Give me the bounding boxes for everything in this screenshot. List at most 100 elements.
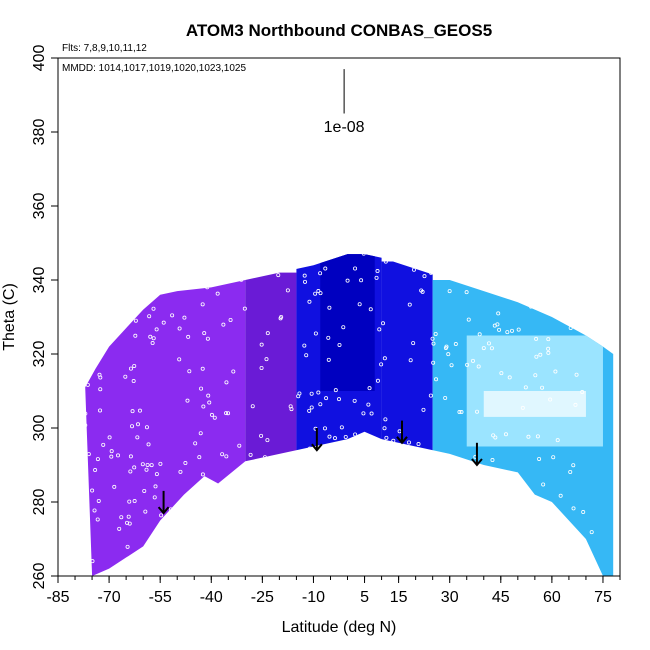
- sample-point: [130, 424, 135, 429]
- sample-point: [507, 509, 512, 514]
- heatmap-field: [85, 254, 614, 576]
- sample-point: [231, 369, 236, 374]
- sample-point: [98, 387, 103, 392]
- sample-point: [405, 448, 410, 453]
- sample-point: [443, 345, 448, 350]
- sample-point: [408, 358, 413, 363]
- sample-point: [193, 441, 198, 446]
- sample-point: [219, 262, 224, 267]
- sample-point: [148, 334, 153, 339]
- sample-point: [96, 498, 101, 503]
- x-tick-label: 60: [543, 589, 561, 606]
- sample-point: [576, 312, 581, 317]
- sample-point: [537, 456, 542, 461]
- sample-point: [256, 533, 261, 538]
- sample-point: [381, 321, 386, 326]
- sample-point: [228, 318, 233, 323]
- sample-point: [462, 524, 467, 529]
- sample-point: [220, 452, 225, 457]
- sample-point: [433, 332, 438, 337]
- sample-point: [85, 255, 90, 260]
- sample-point: [486, 341, 491, 346]
- sample-point: [222, 260, 227, 265]
- sample-point: [357, 302, 362, 307]
- sample-point: [209, 412, 214, 417]
- sample-point: [307, 299, 312, 304]
- sample-point: [265, 331, 270, 336]
- sample-point: [309, 405, 314, 410]
- sample-point: [577, 282, 582, 287]
- sample-point: [327, 305, 332, 310]
- sample-point: [546, 346, 551, 351]
- sample-point: [558, 493, 563, 498]
- sample-point: [453, 464, 458, 469]
- sample-point: [135, 435, 140, 440]
- sample-point: [348, 490, 353, 495]
- sample-point: [505, 330, 510, 335]
- sample-point: [377, 327, 382, 332]
- sample-point: [144, 297, 149, 302]
- sample-point: [226, 411, 231, 416]
- sample-point: [302, 343, 307, 348]
- y-tick-label: 400: [31, 45, 48, 72]
- sample-point: [347, 507, 352, 512]
- sample-point: [200, 472, 205, 477]
- sample-point: [323, 266, 328, 271]
- sample-point: [248, 452, 253, 457]
- sample-point: [183, 461, 188, 466]
- sample-point: [385, 565, 390, 570]
- sample-point: [203, 488, 208, 493]
- sample-point: [370, 472, 375, 477]
- sample-point: [383, 259, 388, 264]
- sample-point: [484, 477, 489, 482]
- sample-point: [503, 432, 508, 437]
- sample-point: [234, 249, 237, 252]
- sample-point: [132, 499, 137, 504]
- x-tick-label: -85: [46, 589, 69, 606]
- sample-point: [317, 258, 322, 263]
- sample-point: [401, 485, 406, 490]
- sample-point: [128, 254, 133, 256]
- sample-point: [91, 316, 96, 321]
- sample-point: [179, 260, 184, 265]
- sample-point: [443, 561, 448, 566]
- sample-point: [226, 551, 231, 556]
- x-tick-label: -40: [200, 589, 223, 606]
- plot-frame: [57, 57, 621, 577]
- sample-point: [582, 254, 587, 258]
- sample-point: [105, 316, 110, 321]
- sample-point: [200, 510, 205, 515]
- sample-point: [477, 332, 482, 337]
- sample-point: [401, 487, 406, 492]
- sample-point: [464, 290, 469, 295]
- sample-point: [534, 354, 539, 359]
- sample-point: [571, 506, 576, 511]
- sample-point: [297, 495, 302, 500]
- sample-point: [126, 514, 131, 519]
- sample-point: [177, 326, 182, 331]
- sample-point: [428, 536, 433, 541]
- sample-point: [135, 273, 140, 278]
- arrow-head: [396, 436, 408, 445]
- sample-point: [289, 407, 294, 412]
- sample-point: [310, 511, 315, 516]
- sample-point: [475, 409, 480, 414]
- sample-point: [555, 438, 560, 443]
- sample-point: [206, 264, 211, 269]
- sample-point: [507, 375, 512, 380]
- sample-point: [182, 315, 187, 320]
- sample-point: [277, 537, 282, 542]
- sample-point: [201, 404, 206, 409]
- sample-point: [512, 263, 517, 268]
- sample-point: [493, 435, 498, 440]
- sample-point: [154, 327, 159, 332]
- sample-point: [489, 346, 494, 351]
- x-axis-label: Latitude (deg N): [282, 619, 397, 636]
- sample-point: [128, 366, 133, 371]
- sample-point: [359, 278, 364, 283]
- chart-title: ATOM3 Northbound CONBAS_GEOS5: [186, 21, 492, 40]
- sample-point: [540, 385, 545, 390]
- sample-point: [349, 495, 354, 500]
- sample-point: [128, 469, 133, 474]
- sample-point: [395, 528, 400, 533]
